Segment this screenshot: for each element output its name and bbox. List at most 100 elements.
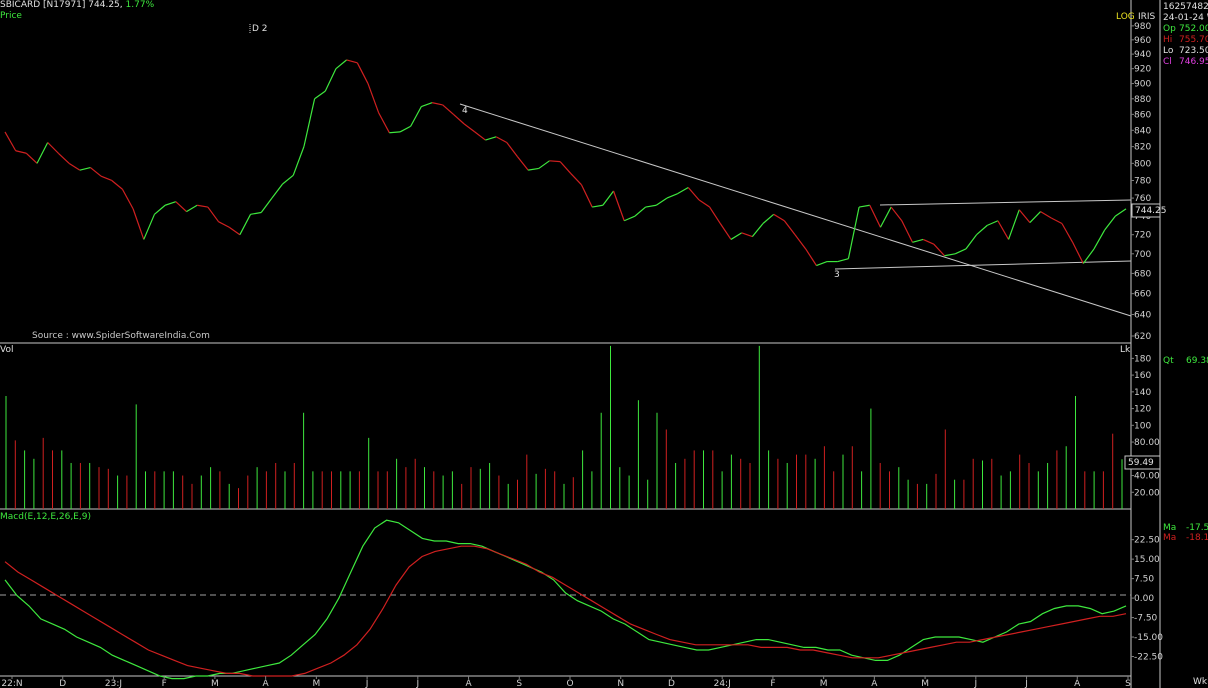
- macd-ma1-row: Ma -17.52: [1163, 523, 1208, 533]
- qty-value: 69.38: [1186, 356, 1208, 366]
- price-tick-label: 860: [1134, 110, 1151, 120]
- time-axis-label: 22:N: [1, 679, 22, 688]
- time-axis-label: F: [770, 679, 775, 688]
- current-price-tag: 744.25: [1135, 206, 1167, 216]
- time-axis-label: J: [973, 679, 977, 688]
- price-segment: [1007, 209, 1020, 240]
- macd-tick-label: -7.50: [1134, 614, 1158, 624]
- price-segment: [495, 136, 508, 144]
- price-segment: [666, 193, 678, 199]
- price-segment: [250, 211, 262, 215]
- price-tick-label: 680: [1134, 269, 1151, 279]
- price-segment: [324, 68, 337, 92]
- downtrend-line[interactable]: [459, 103, 1132, 317]
- time-axis-label: O: [566, 679, 573, 688]
- price-tick-label: 900: [1134, 80, 1151, 90]
- price-segment: [538, 160, 550, 169]
- time-axis-label: J: [1024, 679, 1028, 688]
- price-segment: [997, 220, 1010, 240]
- time-axis-label: 24:J: [714, 679, 731, 688]
- price-segment: [15, 150, 27, 154]
- price-segment: [79, 167, 91, 171]
- price-segment: [378, 112, 390, 134]
- info-high-label: Hi: [1163, 35, 1173, 45]
- price-segment: [207, 206, 220, 223]
- price-tick-label: 660: [1134, 290, 1151, 300]
- price-segment: [762, 213, 775, 224]
- annotation-label[interactable]: D 2: [252, 24, 268, 34]
- price-segment: [100, 175, 112, 182]
- price-segment: [474, 131, 486, 141]
- macd-ma2-row: Ma -18.16: [1163, 533, 1208, 543]
- price-segment: [506, 142, 518, 157]
- price-segment: [869, 204, 881, 228]
- price-segment: [751, 223, 764, 237]
- price-segment: [239, 214, 252, 235]
- price-tick-label: 760: [1134, 194, 1151, 204]
- price-segment: [1040, 211, 1052, 219]
- macd-line: [4, 519, 1127, 680]
- iris-indicator[interactable]: IRIS: [1138, 12, 1156, 22]
- channel-bottom-line[interactable]: [834, 260, 1132, 270]
- price-segment: [25, 152, 38, 164]
- price-segment: [292, 146, 305, 176]
- price-tick-label: 720: [1134, 231, 1151, 241]
- price-segment: [965, 234, 978, 250]
- price-segment: [922, 238, 935, 245]
- volume-tick-label: 160: [1134, 371, 1151, 381]
- macd-tick-label: -15.00: [1134, 633, 1163, 643]
- price-segment: [154, 204, 166, 215]
- price-segment: [1018, 209, 1031, 223]
- price-tick-label: 940: [1134, 50, 1151, 60]
- price-segment: [186, 204, 198, 213]
- price-segment: [1029, 211, 1042, 224]
- time-axis-label: S: [516, 679, 522, 688]
- info-open-label: Op: [1163, 24, 1176, 34]
- price-segment: [271, 183, 284, 199]
- channel-top-line[interactable]: [879, 199, 1132, 206]
- price-segment: [698, 199, 710, 208]
- price-segment: [741, 232, 753, 238]
- price-segment: [559, 161, 572, 174]
- price-segment: [36, 142, 49, 164]
- price-segment: [570, 173, 582, 186]
- time-axis-label: N: [617, 679, 624, 688]
- price-segment: [463, 123, 476, 133]
- price-tick-label: 800: [1134, 159, 1151, 169]
- price-segment: [218, 221, 230, 228]
- macd-tick-label: 0.00: [1134, 594, 1154, 604]
- time-axis-label: S: [1125, 679, 1131, 688]
- price-segment: [687, 187, 700, 201]
- price-segment: [431, 102, 443, 106]
- price-segment: [858, 204, 870, 208]
- period-label[interactable]: Wkl: [1193, 677, 1208, 687]
- time-axis-label: D: [59, 679, 66, 688]
- price-segment: [47, 142, 59, 154]
- price-segment: [485, 136, 497, 141]
- source-text: Source : www.SpiderSoftwareIndia.Com: [32, 331, 210, 341]
- volume-tick-label: 20.00: [1134, 488, 1160, 498]
- price-segment: [890, 206, 903, 222]
- volume-tick-label: 80.00: [1134, 438, 1160, 448]
- qty-row: Qt 69.38: [1163, 356, 1208, 366]
- price-segment: [1072, 242, 1084, 264]
- price-segment: [303, 98, 316, 147]
- info-low-row: Lo 723.50: [1163, 46, 1208, 56]
- info-open-value: 752.00: [1179, 24, 1208, 34]
- price-segment: [68, 162, 81, 171]
- time-axis-label: 23:J: [105, 679, 122, 688]
- price-segment: [944, 253, 956, 257]
- price-segment: [164, 201, 177, 206]
- price-segment: [976, 224, 988, 236]
- volume-unit-label: Lk: [1120, 345, 1131, 355]
- symbol-name: SBICARD [N17971]: [0, 0, 86, 10]
- time-axis-label: M: [312, 679, 320, 688]
- macd-ma2-value: -18.16: [1186, 533, 1208, 543]
- info-volume-total: 16257482.00: [1163, 2, 1208, 12]
- price-segment: [592, 204, 603, 208]
- macd-panel-label: Macd(E,12,E,26,E,9): [0, 512, 91, 522]
- log-scale-toggle[interactable]: LOG: [1116, 12, 1135, 22]
- wave-label-4: 4: [462, 106, 468, 116]
- price-segment: [442, 104, 454, 115]
